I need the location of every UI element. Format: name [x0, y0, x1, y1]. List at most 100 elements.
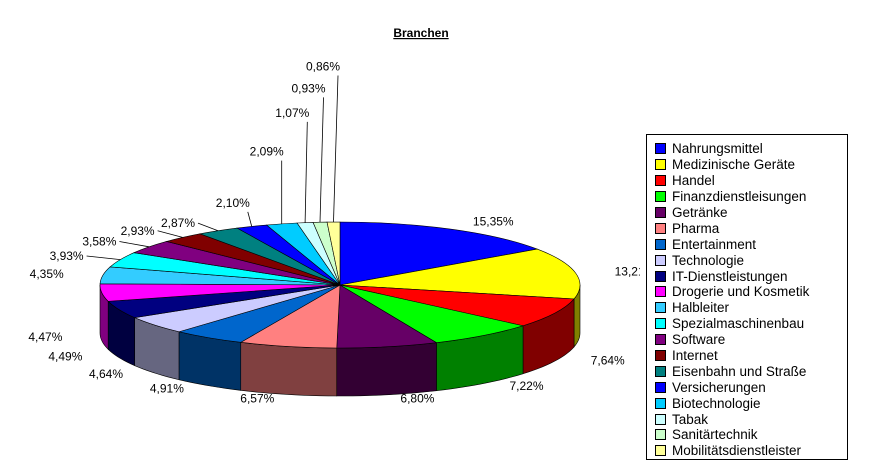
legend-label: Eisenbahn und Straße [672, 363, 807, 379]
slice-label-3: 7,22% [510, 379, 544, 393]
leader-line-17 [304, 121, 308, 223]
legend-label: Handel [672, 173, 715, 189]
legend-label: IT-Dienstleistungen [672, 268, 788, 284]
legend-swatch [655, 191, 666, 203]
legend-label: Entertainment [672, 236, 757, 252]
legend-item: Spezialmaschinenbau [647, 316, 847, 332]
legend-item: Entertainment [647, 236, 847, 252]
legend-label: Nahrungsmittel [672, 141, 763, 157]
leader-line-18 [319, 97, 324, 223]
leader-line-12 [119, 241, 150, 248]
legend-label: Software [672, 332, 726, 348]
legend-label: Tabak [672, 411, 709, 427]
legend-item: Handel [647, 173, 847, 189]
slice-label-0: 15,35% [473, 214, 514, 228]
slice-label-5: 6,57% [240, 391, 274, 405]
legend-label: Technologie [672, 252, 745, 268]
slice-label-8: 4,49% [48, 349, 82, 363]
legend-swatch [655, 254, 666, 266]
slice-19 [326, 221, 341, 286]
legend-label: Finanzdienstleisungen [672, 189, 807, 205]
slice-1 [339, 248, 581, 300]
legend-swatch [655, 334, 666, 346]
legend-item: Halbleiter [647, 300, 847, 316]
slice-label-15: 2,10% [216, 196, 250, 210]
legend-swatch [655, 381, 666, 393]
slice-label-14: 2,87% [161, 216, 195, 230]
legend-swatch [655, 143, 666, 155]
legend-swatch [655, 175, 666, 187]
slice-label-13: 2,93% [121, 224, 155, 238]
legend-item: Tabak [647, 411, 847, 427]
legend-item: Pharma [647, 220, 847, 236]
legend-swatch [655, 222, 666, 234]
legend-label: Spezialmaschinenbau [672, 316, 805, 332]
legend-label: Medizinische Geräte [672, 157, 796, 173]
legend-label: Halbleiter [672, 300, 730, 316]
slice-labels: 15,35% 13,21% 7,64% 7,22% 6,80% 6,57% 4,91% 4,6… [28, 60, 640, 406]
legend-item: Eisenbahn und Straße [647, 363, 847, 379]
legend-item: Getränke [647, 205, 847, 221]
legend-label: Drogerie und Kosmetik [672, 284, 810, 300]
legend-swatch [655, 365, 666, 377]
legend-item: IT-Dienstleistungen [647, 268, 847, 284]
leader-line-13 [157, 230, 183, 238]
leader-line-19 [333, 75, 339, 223]
legend-item: Sanitärtechnik [647, 427, 847, 443]
legend-item: Versicherungen [647, 379, 847, 395]
leader-line-15 [247, 211, 253, 227]
legend-item: Nahrungsmittel [647, 141, 847, 157]
slice-label-4: 6,80% [400, 392, 434, 406]
slice-3 [339, 284, 525, 343]
pie-chart: Branchen 15,35% 13,21% 7,64% 7,22% 6,80% 6,57… [28, 26, 640, 406]
legend-label: Pharma [672, 220, 720, 236]
slice-label-7: 4,64% [89, 367, 123, 381]
legend-item: Technologie [647, 252, 847, 268]
legend-item: Medizinische Geräte [647, 157, 847, 173]
slice-label-16: 2,09% [250, 145, 284, 159]
slice-label-11: 3,93% [50, 249, 84, 263]
pie-slices [99, 221, 581, 349]
legend-item: Internet [647, 348, 847, 364]
legend-label: Biotechnologie [672, 395, 761, 411]
legend-swatch [655, 429, 666, 441]
slice-label-17: 1,07% [275, 106, 309, 120]
legend-swatch [655, 397, 666, 409]
legend-item: Biotechnologie [647, 395, 847, 411]
slice-label-19: 0,86% [306, 60, 340, 74]
legend-item: Software [647, 332, 847, 348]
legend-label: Sanitärtechnik [672, 427, 758, 443]
legend-item: Finanzdienstleisungen [647, 189, 847, 205]
slice-label-6: 4,91% [150, 381, 184, 395]
slice-label-18: 0,93% [291, 81, 325, 95]
legend-swatch [655, 413, 666, 425]
chart-title: Branchen [393, 26, 448, 40]
slice-label-2: 7,64% [591, 353, 625, 367]
legend-swatch [655, 270, 666, 282]
legend-item: Mobilitätsdienstleister [647, 443, 847, 459]
legend-item: Drogerie und Kosmetik [647, 284, 847, 300]
slice-0 [339, 221, 539, 286]
slice-label-12: 3,58% [82, 235, 116, 249]
legend-swatch [655, 159, 666, 171]
legend-swatch [655, 445, 666, 457]
slice-side-5 [240, 342, 338, 397]
slice-label-1: 13,21% [615, 264, 640, 278]
legend-swatch [655, 286, 666, 298]
legend-label: Mobilitätsdienstleister [672, 443, 802, 459]
slice-label-9: 4,47% [28, 330, 62, 344]
legend-label: Versicherungen [672, 379, 766, 395]
leader-line-14 [197, 222, 219, 232]
legend-swatch [655, 350, 666, 362]
leader-line-11 [86, 255, 121, 260]
slice-side-4 [336, 342, 437, 397]
legend-swatch [655, 318, 666, 330]
legend-swatch [655, 207, 666, 218]
legend-swatch [655, 302, 666, 314]
leader-lines [86, 75, 339, 260]
legend: Nahrungsmittel Medizinische Geräte Handel F… [646, 134, 848, 460]
legend-label: Getränke [672, 205, 728, 220]
legend-label: Internet [672, 348, 718, 364]
slice-label-10: 4,35% [30, 267, 64, 281]
slice-2 [339, 284, 575, 327]
